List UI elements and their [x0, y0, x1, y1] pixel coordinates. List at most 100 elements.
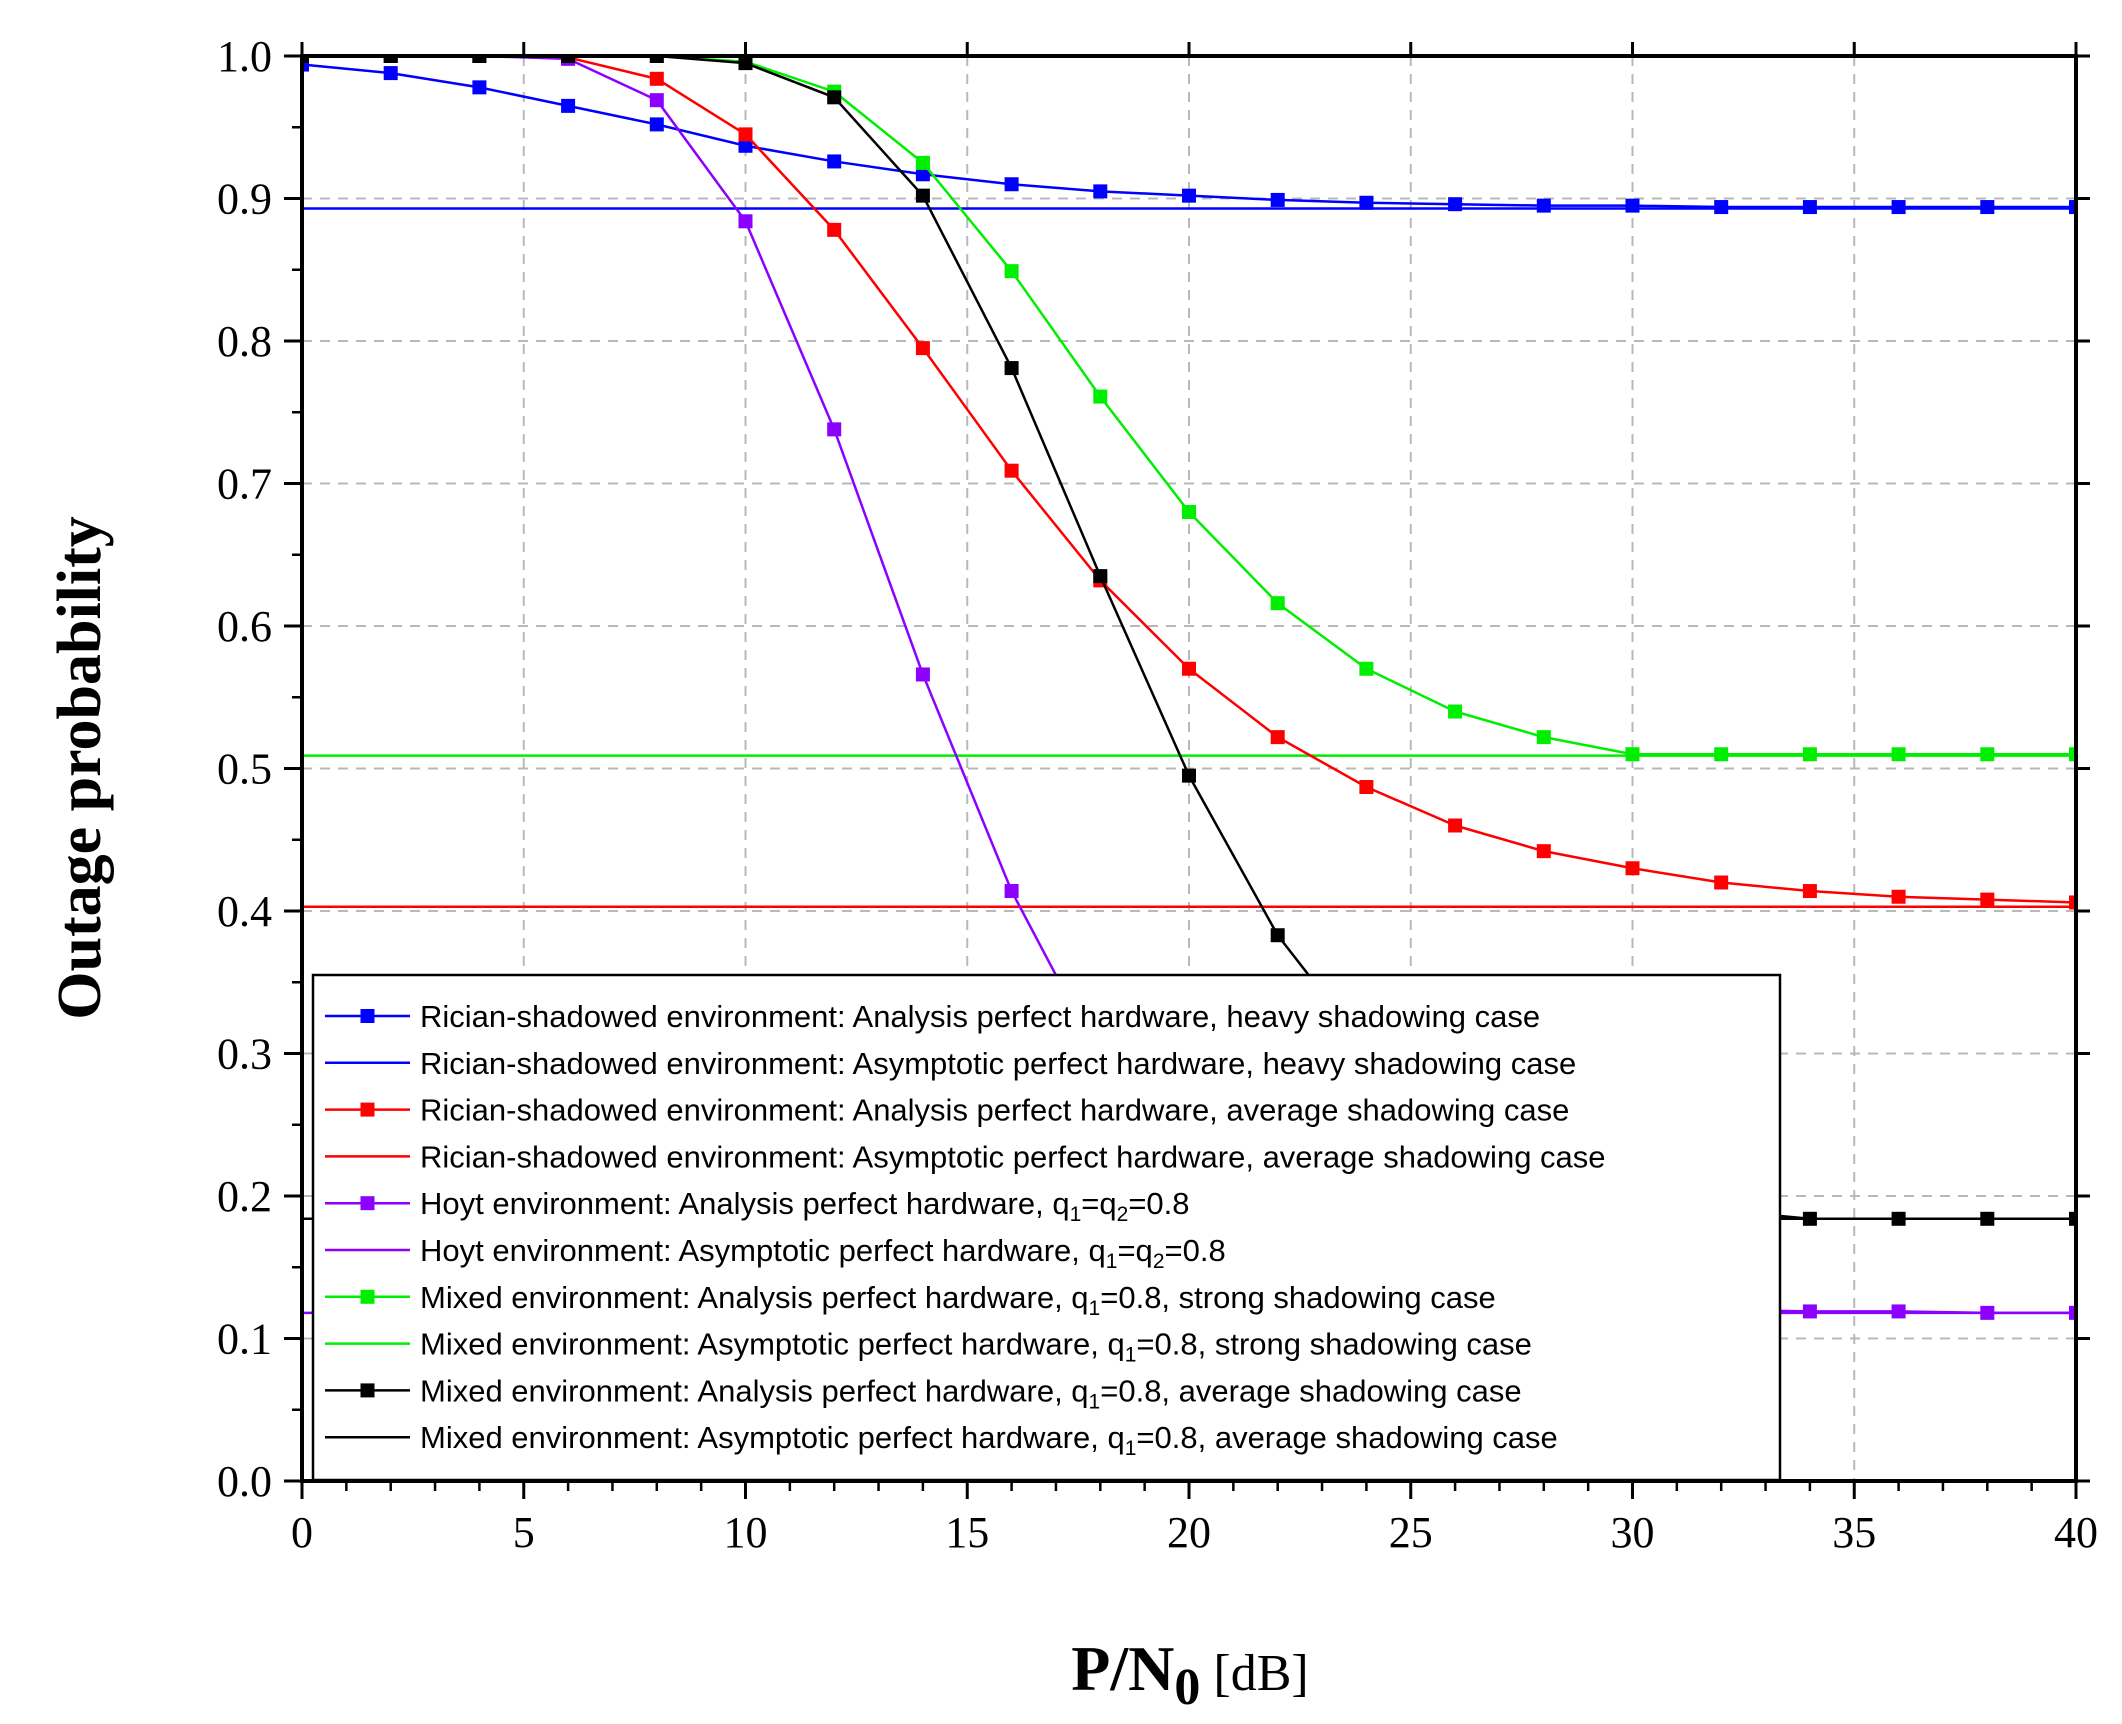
data-point-marker [1714, 875, 1729, 890]
data-point-marker [1359, 661, 1374, 676]
legend-label: Mixed environment: Analysis perfect hard… [420, 1280, 1496, 1320]
x-axis-title-main: P/N [1071, 1633, 1174, 1704]
y-tick-label: 0.7 [217, 460, 272, 509]
data-point-marker [1714, 747, 1729, 762]
data-point-marker [302, 56, 309, 63]
y-axis-title: Outage probability [46, 516, 114, 1020]
data-point-marker [2069, 1305, 2076, 1320]
legend-marker [360, 1289, 375, 1304]
data-point-marker [1802, 884, 1817, 899]
legend-label: Rician-shadowed environment: Asymptotic … [420, 1046, 1576, 1081]
data-point-marker [2069, 895, 2076, 910]
data-point-marker [1891, 747, 1906, 762]
x-tick-label: 20 [1167, 1508, 1211, 1557]
data-point-marker [2069, 200, 2076, 215]
data-point-marker [1980, 200, 1995, 215]
data-point-marker [1182, 505, 1196, 519]
data-point-marker [1802, 200, 1817, 215]
y-tick-label: 0.4 [217, 887, 272, 936]
data-point-marker [1536, 198, 1551, 213]
x-axis-title-subscript: 0 [1174, 1659, 1200, 1716]
data-point-marker [649, 56, 664, 63]
y-tick-label: 0.8 [217, 317, 272, 366]
x-axis-title: P/N0 [dB] [1071, 1633, 1308, 1716]
data-point-marker [738, 127, 753, 142]
data-point-marker [649, 71, 664, 86]
y-tick-label: 0.9 [217, 175, 272, 224]
data-point-marker [1004, 361, 1019, 376]
y-tick-label: 0.5 [217, 745, 272, 794]
data-point-marker [1182, 188, 1196, 203]
data-point-marker [1625, 861, 1640, 876]
x-tick-label: 40 [2054, 1508, 2098, 1557]
data-point-marker [1004, 884, 1019, 899]
data-point-marker [1093, 389, 1108, 404]
data-point-marker [649, 117, 664, 132]
legend-label: Rician-shadowed environment: Analysis pe… [420, 999, 1540, 1034]
data-point-marker [649, 93, 664, 108]
data-point-marker [915, 188, 930, 203]
data-point-marker [472, 80, 487, 95]
data-point-marker [1625, 198, 1640, 213]
data-point-marker [1359, 780, 1374, 795]
legend-marker [360, 1383, 375, 1398]
data-point-marker [738, 138, 753, 153]
data-point-marker [1093, 569, 1108, 584]
data-point-marker [827, 90, 842, 105]
x-axis-title-unit: [dB] [1200, 1645, 1308, 1702]
data-point-marker [1448, 818, 1463, 833]
data-point-marker [1536, 844, 1551, 859]
axis-ticks [284, 42, 2090, 1499]
data-point-marker [827, 422, 842, 437]
y-tick-label: 0.6 [217, 602, 272, 651]
y-tick-label: 0.1 [217, 1315, 272, 1364]
data-point-marker [1004, 463, 1019, 478]
data-point-marker [1270, 730, 1285, 745]
data-point-marker [738, 214, 753, 229]
data-point-marker [915, 341, 930, 356]
data-point-marker [1714, 200, 1729, 215]
data-point-marker [1270, 192, 1285, 207]
y-tick-label: 0.2 [217, 1172, 272, 1221]
data-point-marker [1802, 747, 1817, 762]
data-point-marker [1359, 195, 1374, 210]
legend-label: Mixed environment: Asymptotic perfect ha… [420, 1327, 1532, 1367]
data-point-marker [1270, 928, 1285, 943]
x-tick-label: 0 [291, 1508, 313, 1557]
legend-label: Rician-shadowed environment: Asymptotic … [420, 1139, 1606, 1174]
data-point-marker [915, 667, 930, 682]
y-tick-label: 1.0 [217, 32, 272, 81]
legend-label: Mixed environment: Asymptotic perfect ha… [420, 1420, 1558, 1460]
legend-label: Hoyt environment: Analysis perfect hardw… [420, 1186, 1190, 1226]
legend-box [311, 973, 1782, 1482]
data-point-marker [561, 98, 576, 113]
legend-label: Rician-shadowed environment: Analysis pe… [420, 1093, 1569, 1128]
data-point-marker [2069, 747, 2076, 762]
data-point-marker [1891, 200, 1906, 215]
legend-marker [360, 1009, 375, 1023]
data-point-marker [827, 154, 842, 169]
data-point-marker [1891, 1304, 1906, 1319]
data-point-marker [1625, 747, 1640, 762]
data-point-marker [1891, 1211, 1906, 1226]
data-point-marker [1004, 177, 1019, 192]
data-point-marker [1802, 1304, 1817, 1319]
x-tick-label: 15 [945, 1508, 989, 1557]
data-point-marker [915, 155, 930, 170]
legend-marker [360, 1196, 375, 1211]
data-point-marker [561, 56, 576, 63]
data-point-marker [383, 66, 398, 81]
data-point-marker [1980, 892, 1995, 907]
legend: Rician-shadowed environment: Analysis pe… [311, 973, 1782, 1482]
data-point-marker [1182, 768, 1196, 783]
x-tick-label: 5 [513, 1508, 535, 1557]
data-point-marker [2069, 1211, 2076, 1226]
data-point-marker [1536, 730, 1551, 745]
x-tick-label: 10 [724, 1508, 768, 1557]
legend-label: Mixed environment: Analysis perfect hard… [420, 1373, 1522, 1413]
data-point-marker [1448, 704, 1463, 719]
data-point-marker [1448, 197, 1463, 212]
axis-tick-labels: 0 5 10 15 20 25 30 35 40 0.0 0.1 0.2 0.3 0.4 0.5 0.6 0.7… [217, 32, 2098, 1557]
data-point-marker [1093, 184, 1108, 199]
